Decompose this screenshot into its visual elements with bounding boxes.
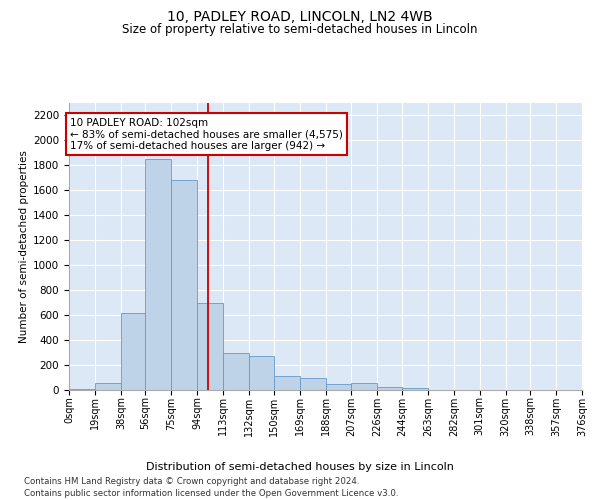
Bar bbox=[223, 353, 249, 390]
Bar bbox=[95, 382, 121, 390]
Text: Distribution of semi-detached houses by size in Lincoln: Distribution of semi-detached houses by … bbox=[146, 462, 454, 472]
Bar bbox=[402, 388, 428, 390]
Bar bbox=[274, 376, 299, 390]
Bar bbox=[299, 378, 325, 390]
Bar bbox=[197, 302, 223, 390]
Text: 10 PADLEY ROAD: 102sqm
← 83% of semi-detached houses are smaller (4,575)
17% of : 10 PADLEY ROAD: 102sqm ← 83% of semi-det… bbox=[70, 118, 343, 150]
Y-axis label: Number of semi-detached properties: Number of semi-detached properties bbox=[19, 150, 29, 342]
Text: Contains public sector information licensed under the Open Government Licence v3: Contains public sector information licen… bbox=[24, 489, 398, 498]
Bar bbox=[121, 312, 145, 390]
Bar bbox=[249, 356, 274, 390]
Text: 10, PADLEY ROAD, LINCOLN, LN2 4WB: 10, PADLEY ROAD, LINCOLN, LN2 4WB bbox=[167, 10, 433, 24]
Bar bbox=[172, 180, 197, 390]
Bar bbox=[325, 384, 352, 390]
Bar bbox=[145, 159, 172, 390]
Bar bbox=[377, 387, 402, 390]
Bar bbox=[352, 383, 377, 390]
Text: Size of property relative to semi-detached houses in Lincoln: Size of property relative to semi-detach… bbox=[122, 22, 478, 36]
Text: Contains HM Land Registry data © Crown copyright and database right 2024.: Contains HM Land Registry data © Crown c… bbox=[24, 478, 359, 486]
